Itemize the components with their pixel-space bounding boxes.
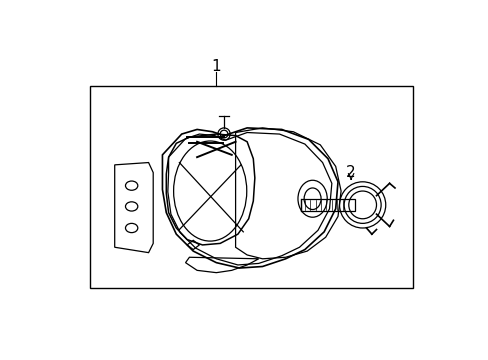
Text: 2: 2 (346, 165, 355, 180)
Bar (90, 86, 412, 288)
Text: 1: 1 (211, 59, 221, 74)
